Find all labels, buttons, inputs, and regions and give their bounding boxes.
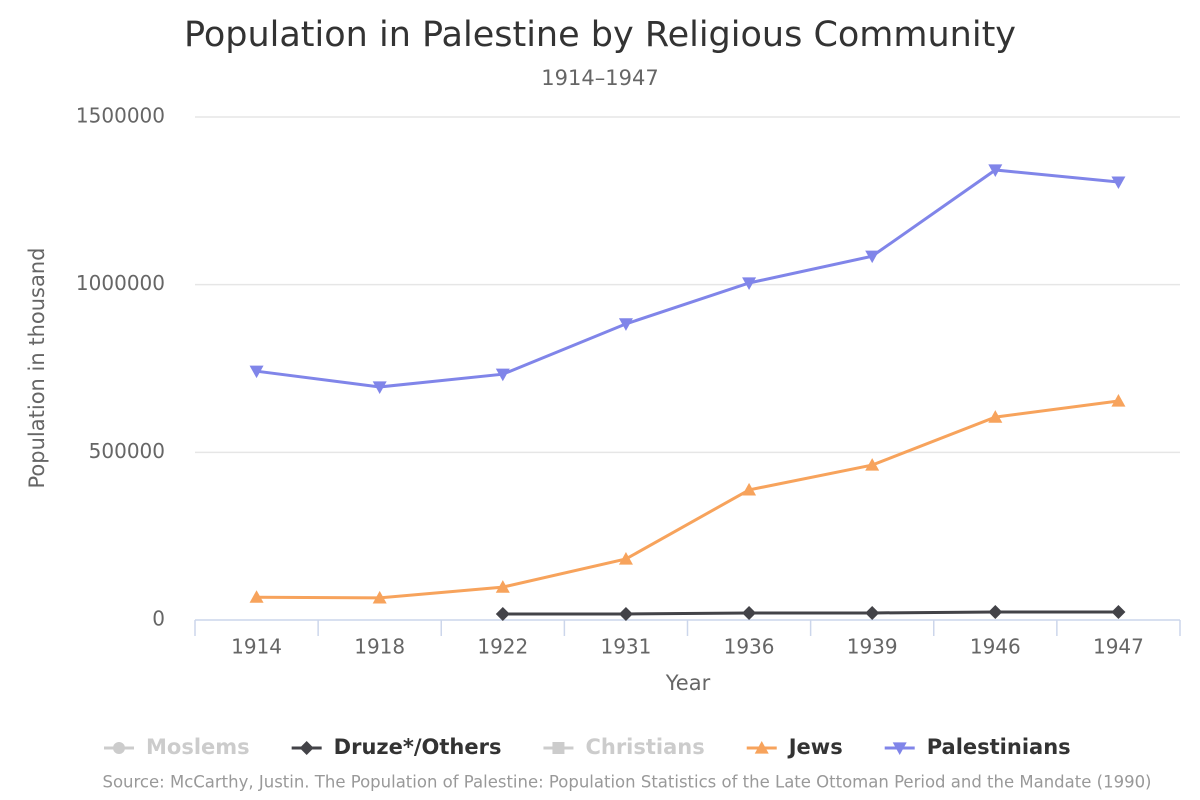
x-tick-label: 1918 bbox=[354, 635, 405, 659]
data-point bbox=[988, 604, 1003, 619]
legend-label: Christians bbox=[585, 735, 704, 759]
legend-marker bbox=[892, 742, 907, 755]
data-point bbox=[618, 606, 633, 621]
y-tick-label: 1500000 bbox=[76, 104, 165, 128]
data-point bbox=[372, 381, 387, 394]
y-tick-label: 0 bbox=[152, 607, 165, 631]
x-tick-label: 1936 bbox=[724, 635, 775, 659]
legend-marker bbox=[113, 742, 125, 754]
legend-label: Moslems bbox=[146, 735, 250, 759]
legend-label: Jews bbox=[787, 735, 843, 759]
x-tick-label: 1946 bbox=[970, 635, 1021, 659]
x-tick-label: 1931 bbox=[600, 635, 651, 659]
data-point bbox=[988, 164, 1003, 177]
legend-marker bbox=[552, 742, 565, 754]
source-note: Source: McCarthy, Justin. The Population… bbox=[102, 773, 1151, 792]
data-point bbox=[249, 590, 264, 603]
data-point bbox=[1111, 604, 1126, 619]
data-point bbox=[865, 458, 880, 471]
chart-title: Population in Palestine by Religious Com… bbox=[184, 15, 1016, 55]
y-tick-label: 1000000 bbox=[76, 271, 165, 295]
series-line bbox=[502, 610, 1119, 616]
y-tick-label: 500000 bbox=[89, 439, 165, 463]
data-point bbox=[865, 250, 880, 264]
data-point bbox=[1111, 176, 1126, 190]
x-tick-label: 1947 bbox=[1093, 635, 1144, 659]
data-point bbox=[742, 605, 757, 620]
series-line bbox=[256, 168, 1119, 389]
legend-label: Druze*/Others bbox=[334, 735, 502, 759]
data-point bbox=[988, 410, 1003, 423]
x-tick-label: 1939 bbox=[847, 635, 898, 659]
chart-subtitle: 1914–1947 bbox=[541, 66, 658, 90]
data-point bbox=[742, 482, 757, 496]
data-point bbox=[618, 318, 633, 331]
legend-marker bbox=[299, 741, 314, 755]
x-tick-label: 1922 bbox=[477, 635, 528, 659]
legend-label: Palestinians bbox=[927, 735, 1071, 759]
data-point bbox=[249, 365, 264, 379]
data-point bbox=[618, 551, 633, 565]
x-tick-label: 1914 bbox=[231, 635, 282, 659]
legend-marker bbox=[754, 741, 769, 754]
series-line bbox=[256, 399, 1119, 600]
data-point bbox=[1111, 394, 1126, 407]
data-point bbox=[372, 590, 387, 604]
y-axis-label: Population in thousand bbox=[25, 248, 49, 489]
data-point bbox=[742, 277, 757, 290]
data-point bbox=[865, 605, 880, 620]
data-point bbox=[495, 606, 510, 621]
x-axis-label: Year bbox=[665, 671, 711, 695]
data-point bbox=[495, 368, 510, 382]
data-point bbox=[495, 580, 510, 593]
